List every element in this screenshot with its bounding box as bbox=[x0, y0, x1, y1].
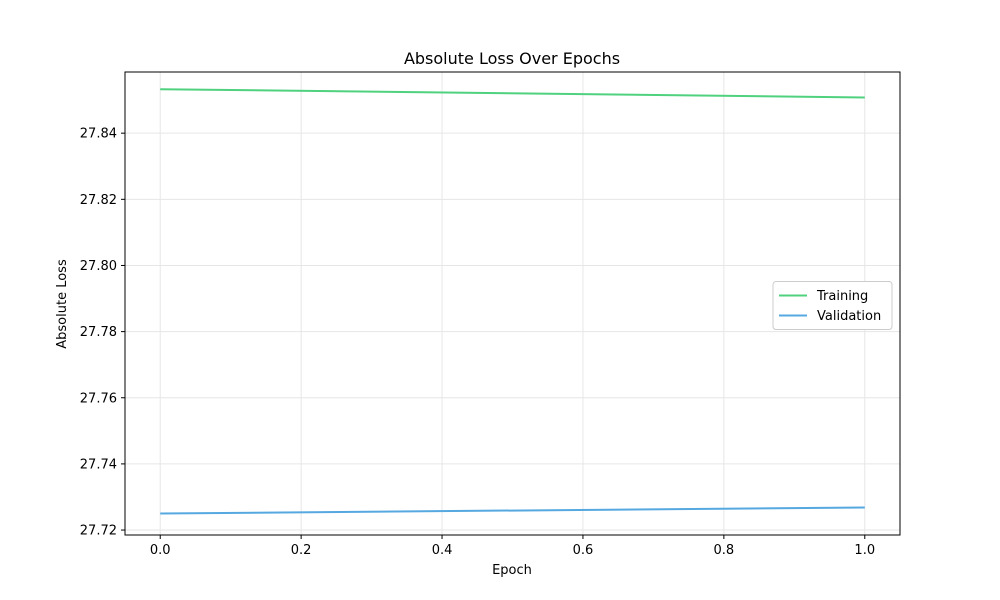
x-tick-label: 1.0 bbox=[854, 543, 875, 558]
y-tick-label: 27.76 bbox=[80, 391, 117, 406]
y-tick-label: 27.74 bbox=[80, 457, 117, 472]
y-tick-label: 27.84 bbox=[80, 127, 117, 142]
legend-label: Training bbox=[816, 289, 868, 304]
y-axis: 27.72 27.74 27.76 27.78 27.80 27.82 27.84 bbox=[80, 127, 125, 539]
chart-title: Absolute Loss Over Epochs bbox=[404, 49, 620, 68]
x-tick-label: 0.2 bbox=[291, 543, 312, 558]
y-tick-label: 27.82 bbox=[80, 193, 117, 208]
legend-box bbox=[772, 281, 893, 330]
x-tick-label: 0.4 bbox=[432, 543, 453, 558]
x-tick-label: 0.0 bbox=[150, 543, 171, 558]
series-lines bbox=[160, 88, 865, 515]
plot-area bbox=[124, 71, 901, 536]
y-tick-label: 27.72 bbox=[80, 524, 117, 539]
y-tick-label: 27.78 bbox=[80, 325, 117, 340]
x-axis: 0.0 0.2 0.4 0.6 0.8 1.0 bbox=[150, 535, 875, 558]
legend-label: Validation bbox=[817, 309, 881, 324]
legend: Training Validation bbox=[772, 281, 893, 330]
x-tick-label: 0.8 bbox=[714, 543, 735, 558]
series-line-validation bbox=[160, 506, 865, 515]
series-line-training bbox=[160, 88, 865, 99]
y-tick-label: 27.80 bbox=[80, 259, 117, 274]
y-axis-label: Absolute Loss bbox=[55, 259, 70, 349]
x-axis-label: Epoch bbox=[492, 563, 532, 578]
x-tick-label: 0.6 bbox=[573, 543, 594, 558]
